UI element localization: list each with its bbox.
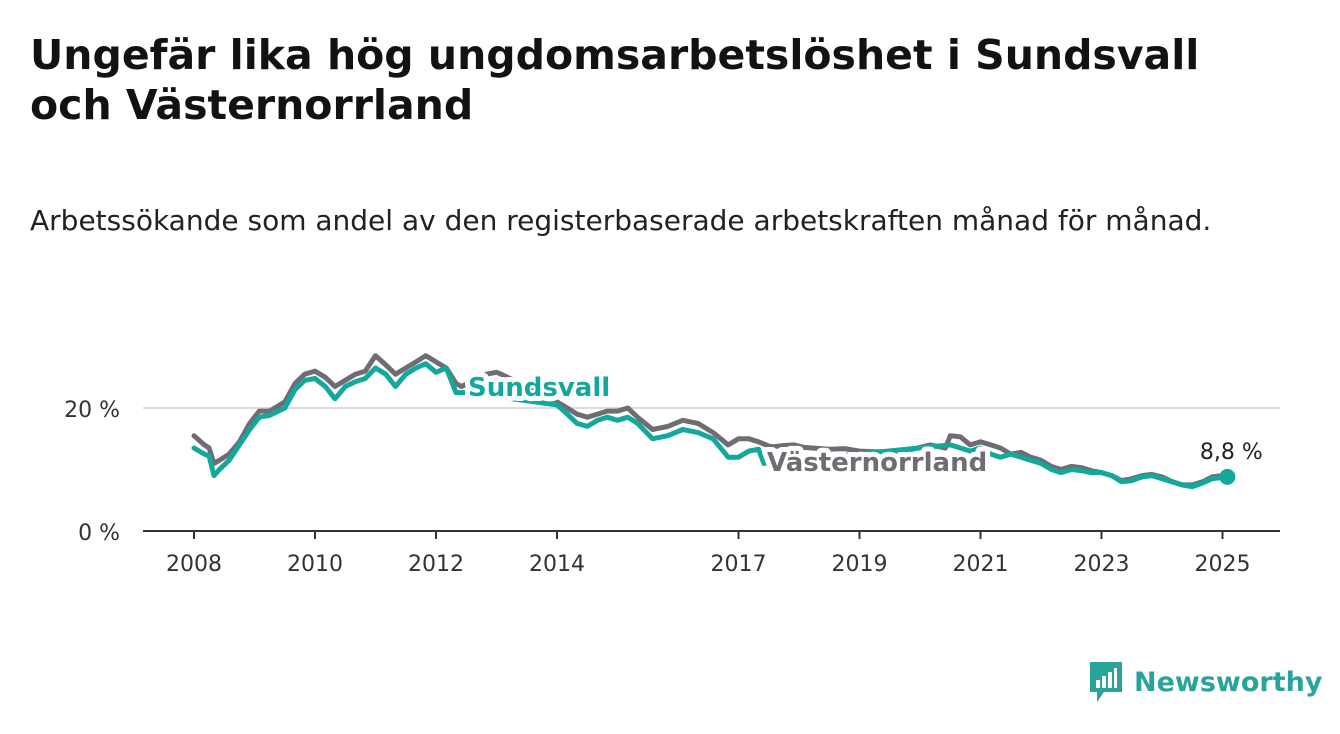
brand-name: Newsworthy bbox=[1134, 666, 1323, 698]
sundsvall-series-label: Sundsvall bbox=[468, 373, 610, 403]
vasternorrland-series-label: Västernorrland bbox=[767, 448, 987, 478]
y-tick-label: 0 % bbox=[78, 521, 120, 546]
label-layer: 8,8 %SundsvallSundsvallVästernorrlandVäs… bbox=[463, 368, 1263, 483]
end-point-marker bbox=[1219, 468, 1236, 485]
x-tick-label: 2014 bbox=[529, 552, 585, 577]
sundsvall-series-label-halo: Sundsvall bbox=[468, 373, 610, 403]
x-tick-label: 2010 bbox=[287, 552, 343, 577]
vasternorrland-series-label-halo: Västernorrland bbox=[767, 448, 987, 478]
x-tick-label: 2017 bbox=[711, 552, 767, 577]
series-line bbox=[191, 353, 1230, 488]
axis-layer: 0 % 20 % 2008 2010 2012 2014 2017 2019 2021 2023 2… bbox=[64, 398, 1280, 577]
series-line bbox=[191, 361, 1230, 490]
x-tick-label: 2021 bbox=[953, 552, 1009, 577]
end-value-label: 8,8 % bbox=[1200, 440, 1263, 465]
x-tick-label: 2019 bbox=[832, 552, 888, 577]
chart-subtitle: Arbetssökande som andel av den registerb… bbox=[30, 204, 1212, 237]
series-layer bbox=[191, 353, 1236, 490]
newsworthy-logo-icon bbox=[1090, 662, 1122, 702]
x-tick-label: 2008 bbox=[166, 552, 222, 577]
brand-logo: Newsworthy bbox=[1088, 660, 1322, 704]
y-tick-label: 20 % bbox=[64, 398, 120, 423]
x-tick-label: 2012 bbox=[408, 552, 464, 577]
x-tick-label: 2025 bbox=[1195, 552, 1251, 577]
x-tick-label: 2023 bbox=[1074, 552, 1130, 577]
chart-title: Ungefär lika hög ungdomsarbetslöshet i S… bbox=[30, 31, 1200, 129]
